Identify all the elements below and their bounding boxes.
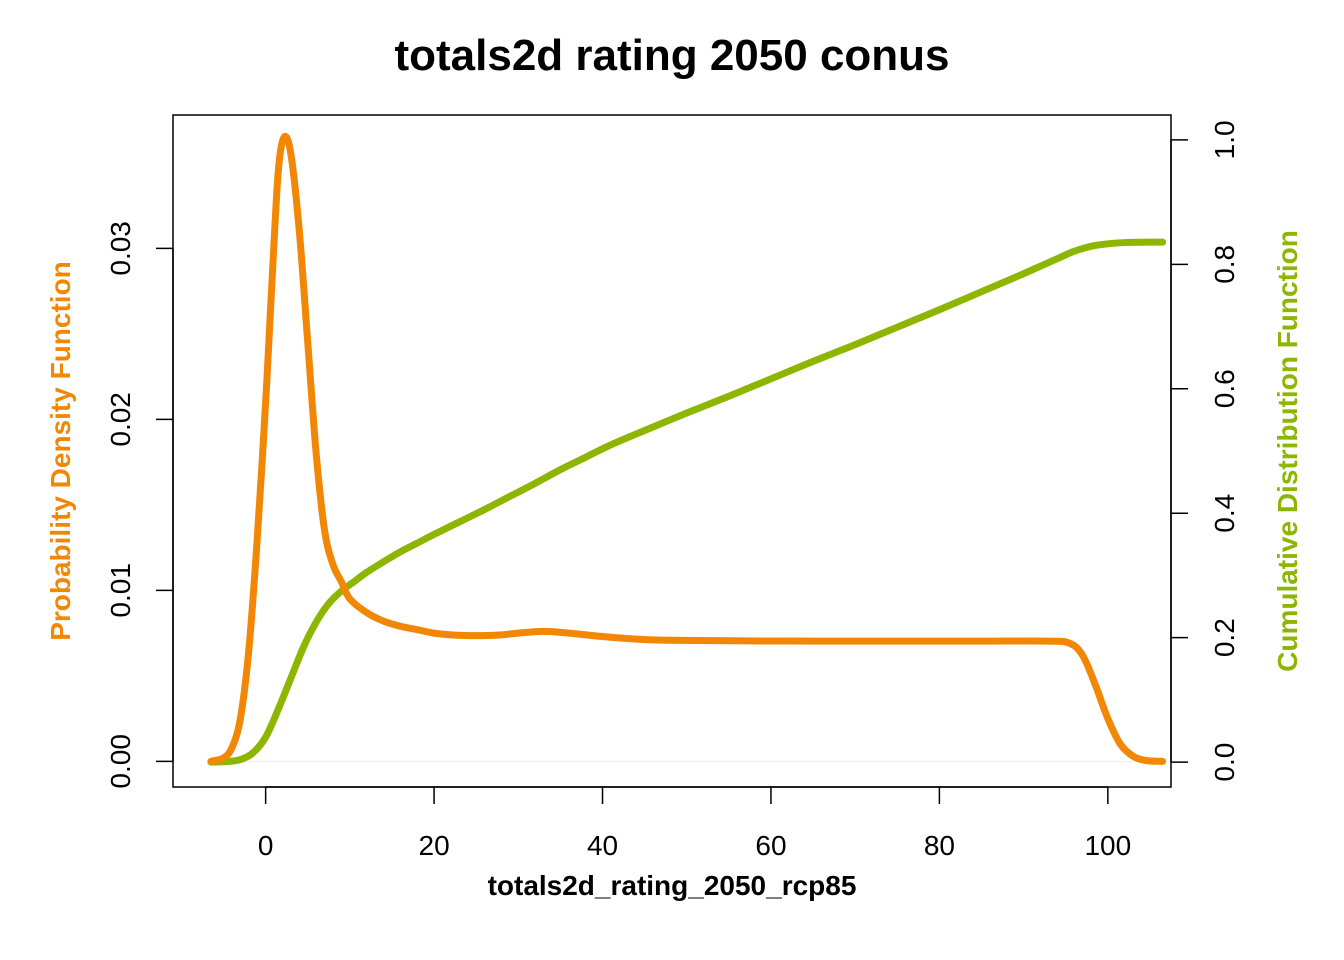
- y-right-tick-label: 0.0: [1209, 743, 1240, 782]
- y-axis-left: 0.00 0.01 0.02 0.03: [105, 221, 174, 789]
- x-tick-label: 40: [587, 830, 618, 861]
- y-left-tick-label: 0.02: [105, 392, 136, 447]
- y-left-tick-label: 0.03: [105, 221, 136, 275]
- chart-title: totals2d rating 2050 conus: [394, 31, 949, 80]
- y-axis-right: 0.0 0.2 0.4 0.6 0.8 1.0: [1170, 120, 1240, 782]
- y-right-tick-label: 1.0: [1209, 120, 1240, 159]
- x-tick-label: 20: [419, 830, 450, 861]
- x-tick-label: 60: [755, 830, 786, 861]
- pdf-series-line: [207, 132, 1167, 765]
- x-axis-label: totals2d_rating_2050_rcp85: [488, 870, 857, 901]
- x-tick-label: 0: [258, 830, 274, 861]
- y-right-tick-label: 0.6: [1209, 369, 1240, 408]
- y-axis-label-left: Probability Density Function: [45, 261, 76, 641]
- y-left-tick-label: 0.01: [105, 563, 136, 618]
- y-axis-label-right: Cumulative Distribution Function: [1272, 230, 1303, 672]
- y-right-tick-label: 0.4: [1209, 494, 1240, 533]
- x-tick-label: 100: [1084, 830, 1131, 861]
- x-tick-label: 80: [924, 830, 955, 861]
- y-left-tick-label: 0.00: [105, 734, 136, 789]
- plot-frame: [172, 114, 1172, 788]
- y-right-tick-label: 0.8: [1209, 245, 1240, 284]
- cdf-series-line: [207, 238, 1167, 766]
- x-axis: 0 20 40 60 80 100: [258, 786, 1131, 861]
- y-right-tick-label: 0.2: [1209, 618, 1240, 657]
